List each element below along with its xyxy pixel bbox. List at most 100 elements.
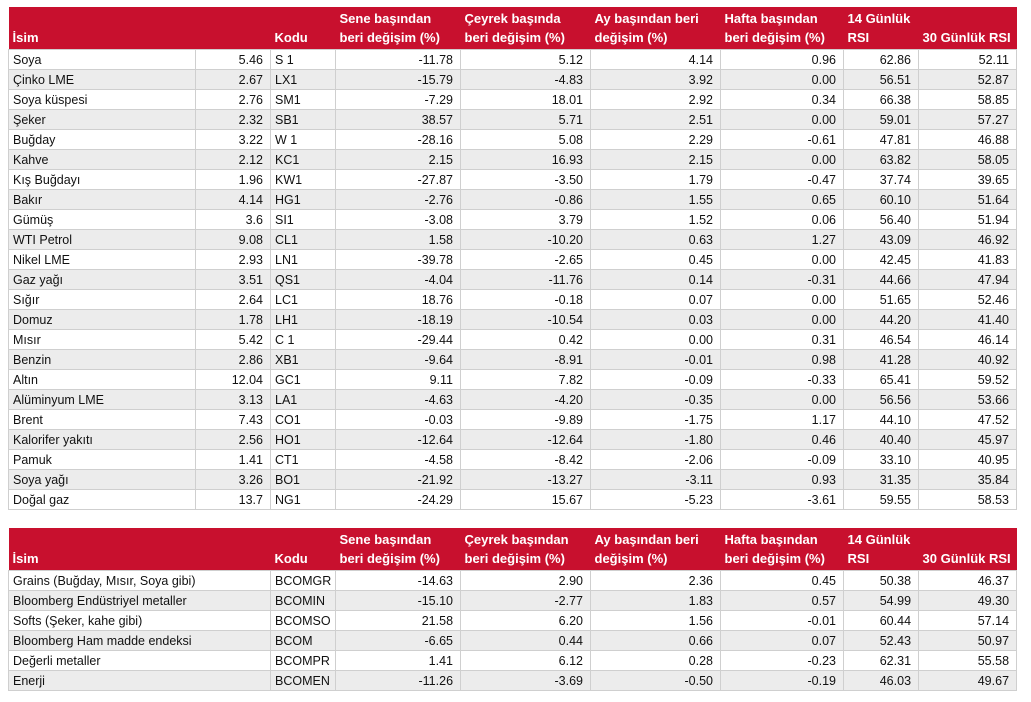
header-cell: Sene başından beri değişim (%) [335,528,461,571]
cell: Enerji [7,670,272,691]
cell: 0.00 [720,109,844,130]
cell: -0.03 [335,409,461,430]
cell: 7.43 [195,409,271,430]
header-cell: İsim [8,7,196,50]
data-row: Bloomberg Endüstriyel metaller BCOMIN -15.… [7,590,1018,611]
cell: XB1 [270,349,336,370]
cell: 0.28 [590,650,722,671]
cell: 3.51 [195,269,271,290]
cell: -11.26 [335,670,462,691]
cell: Doğal gaz [8,489,196,510]
cell: Grains (Buğday, Mısır, Soya gibi) [7,570,272,591]
cell: -0.01 [720,610,845,631]
cell: -0.09 [720,449,844,470]
cell: 1.79 [590,169,721,190]
cell: -8.91 [460,349,591,370]
cell: -2.76 [335,189,461,210]
cell: -6.65 [335,630,462,651]
cell: 46.37 [918,570,1018,591]
cell: 2.12 [195,149,271,170]
cell: 0.31 [720,329,844,350]
cell: -3.61 [720,489,844,510]
cell: 62.31 [843,650,920,671]
cell: KW1 [270,169,336,190]
cell: Bloomberg Endüstriyel metaller [7,590,272,611]
header-cell: Sene başından beri değişim (%) [335,7,461,50]
cell: 52.46 [918,289,1017,310]
cell: 40.40 [843,429,919,450]
cell: 65.41 [843,369,919,390]
cell: 9.11 [335,369,461,390]
cell: 0.00 [720,389,844,410]
cell: 52.43 [843,630,920,651]
cell: 15.67 [460,489,591,510]
cell: 2.67 [195,69,271,90]
cell: 0.00 [720,149,844,170]
cell: 5.42 [195,329,271,350]
cell: WTI Petrol [8,229,196,250]
cell: 1.78 [195,309,271,330]
cell: Gaz yağı [8,269,196,290]
cell: QS1 [270,269,336,290]
cell: Brent [8,409,196,430]
data-row: Bloomberg Ham madde endeksi BCOM -6.65 0.44… [7,630,1018,651]
data-row: Nikel LME 2.93 LN1 -39.78 -2.65 0.45 0.00 42.45… [8,249,1017,270]
cell: 59.52 [918,369,1017,390]
cell: Çinko LME [8,69,196,90]
cell: LA1 [270,389,336,410]
cell: BCOMSO [270,610,337,631]
cell: 3.13 [195,389,271,410]
cell: HO1 [270,429,336,450]
cell: 54.99 [843,590,920,611]
cell: 63.82 [843,149,919,170]
cell: -4.20 [460,389,591,410]
cell: BCOMEN [270,670,337,691]
cell: SM1 [270,89,336,110]
cell: -9.64 [335,349,461,370]
header-cell-blank [195,7,271,50]
cell: C 1 [270,329,336,350]
cell: 41.83 [918,249,1017,270]
header-cell: Çeyrek başında beri değişim (%) [460,7,591,50]
cell: 6.20 [460,610,592,631]
cell: LN1 [270,249,336,270]
index-table: İsim Kodu Sene başından beri değişim (%) Çe… [7,528,1018,691]
cell: Değerli metaller [7,650,272,671]
cell: 56.51 [843,69,919,90]
cell: 2.32 [195,109,271,130]
cell: 51.94 [918,209,1017,230]
cell: 0.46 [720,429,844,450]
cell: Benzin [8,349,196,370]
cell: 53.66 [918,389,1017,410]
cell: Bakır [8,189,196,210]
cell: 1.41 [335,650,462,671]
cell: 1.41 [195,449,271,470]
cell: W 1 [270,129,336,150]
cell: 1.83 [590,590,722,611]
cell: 33.10 [843,449,919,470]
cell: 0.34 [720,89,844,110]
data-row: Buğday 3.22 W 1 -28.16 5.08 2.29 -0.61 47.81 46.… [8,129,1017,150]
cell: 5.46 [195,49,271,70]
cell: 0.45 [720,570,845,591]
cell: 40.92 [918,349,1017,370]
cell: CO1 [270,409,336,430]
cell: 40.95 [918,449,1017,470]
cell: 46.03 [843,670,920,691]
cell: Altın [8,369,196,390]
cell: -11.76 [460,269,591,290]
data-row: Benzin 2.86 XB1 -9.64 -8.91 -0.01 0.98 41.28 40.… [8,349,1017,370]
data-row: Değerli metaller BCOMPR 1.41 6.12 0.28 -0.23 6… [7,650,1018,671]
cell: 49.30 [918,590,1018,611]
cell: -0.47 [720,169,844,190]
cell: -5.23 [590,489,721,510]
cell: 9.08 [195,229,271,250]
cell: 46.92 [918,229,1017,250]
cell: -0.86 [460,189,591,210]
data-row: Kahve 2.12 KC1 2.15 16.93 2.15 0.00 63.82 58.05 [8,149,1017,170]
cell: 56.40 [843,209,919,230]
cell: 51.64 [918,189,1017,210]
header-cell: Ay başından beri değişim (%) [590,7,721,50]
cell: 2.64 [195,289,271,310]
cell: 44.10 [843,409,919,430]
